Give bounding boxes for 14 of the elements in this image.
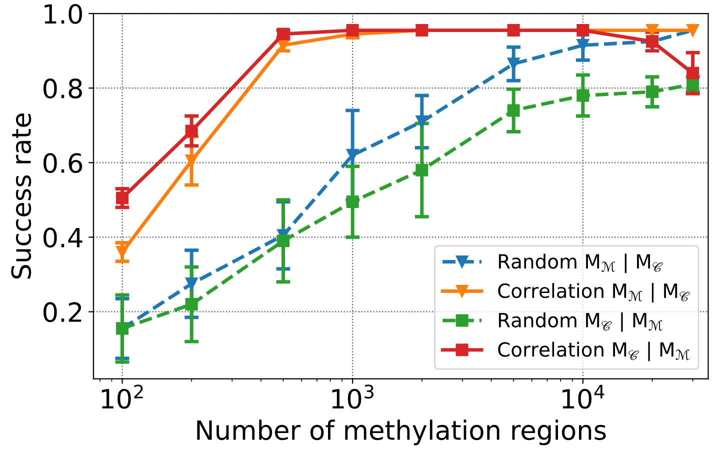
legend-label: Correlation M$_{ℳ}$ | M$_{𝒞}$ — [498, 282, 690, 302]
y-tick-label: 1.0 — [44, 4, 82, 24]
y-tick-label: 0.6 — [44, 153, 82, 174]
x-tick-label: 10$^{2}$ — [102, 384, 143, 409]
y-tick-label: 0.4 — [44, 228, 82, 248]
y-tick-label: 0.2 — [44, 302, 82, 322]
y-tick-label: 0.8 — [44, 78, 82, 98]
legend-label: Correlation M$_{𝒞}$ | M$_{ℳ}$ — [498, 342, 690, 362]
legend-label: Random M$_{𝒞}$ | M$_{ℳ}$ — [498, 312, 662, 332]
x-tick-label: 10$^{3}$ — [332, 384, 374, 409]
x-tick-label: 10$^{4}$ — [562, 384, 604, 409]
y-axis-title: Success rate — [11, 113, 32, 279]
x-axis-title: Number of methylation regions — [197, 420, 606, 446]
legend-label: Random M$_{ℳ}$ | M$_{𝒞}$ — [498, 254, 663, 274]
